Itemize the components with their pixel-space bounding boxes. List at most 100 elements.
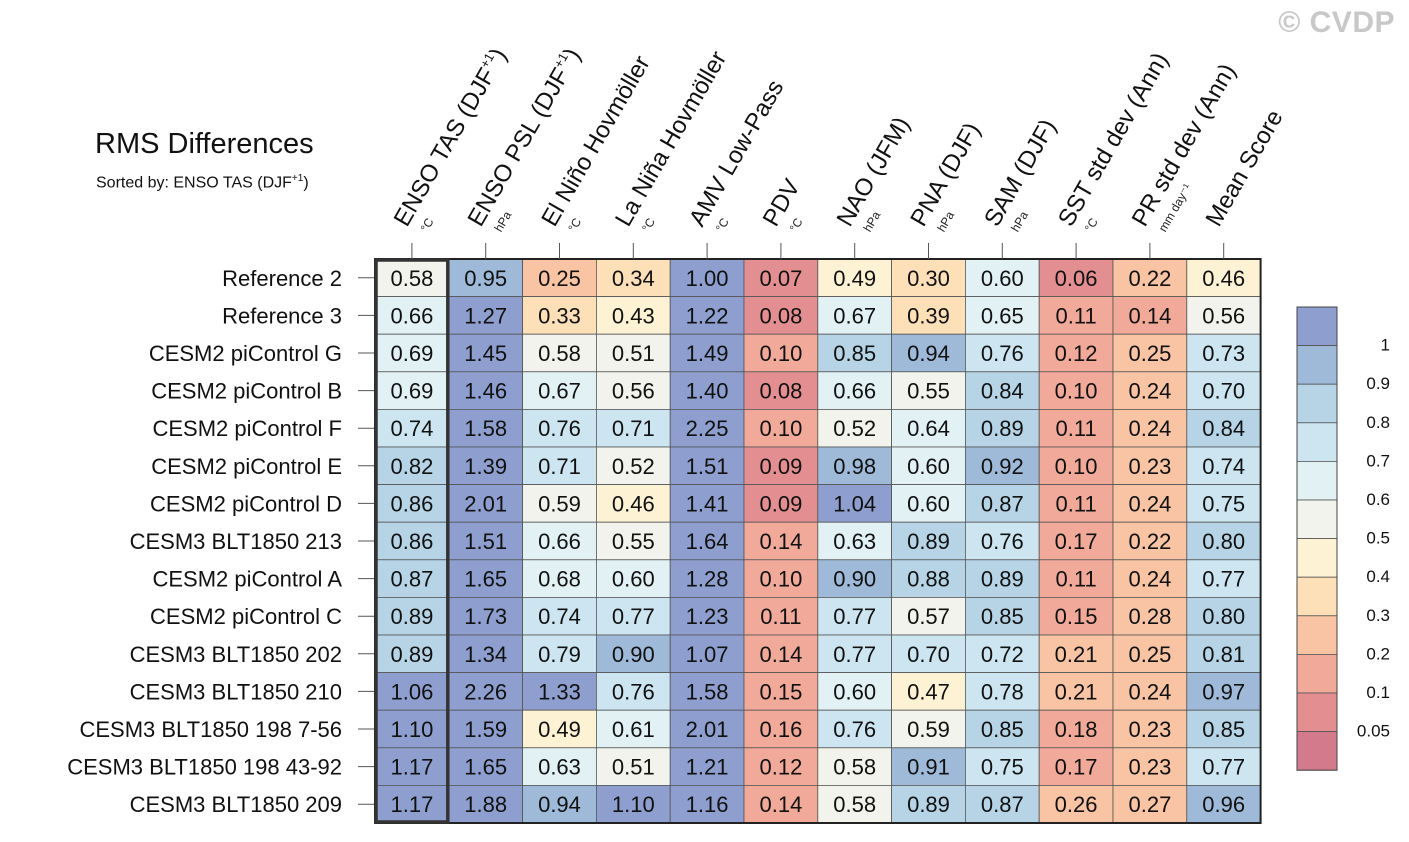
heatmap-cell: [596, 597, 671, 636]
cell-value-label: 0.76: [612, 679, 655, 704]
cell-value-label: 0.12: [1055, 341, 1098, 366]
cell-value-label: 1.27: [464, 303, 507, 328]
heatmap-cell: [1038, 597, 1114, 636]
cell-value-label: 0.49: [833, 266, 876, 291]
cell-value-label: 0.17: [1055, 755, 1098, 780]
cell-value-label: 0.24: [1128, 679, 1171, 704]
column-header: PDV°C: [758, 175, 806, 235]
heatmap-cell: [965, 672, 1040, 711]
cell-value-label: 0.80: [1202, 604, 1245, 629]
heatmap-grid: 0.58 0.95 0.25 0.34 1.00 0.07 0.49 0.30 0.60 0.06…: [374, 258, 1262, 824]
heatmap-cell: [522, 258, 597, 297]
heatmap-cell: [596, 559, 671, 598]
colorbar-segment: [1296, 345, 1338, 385]
cell-value-label: 0.14: [759, 642, 802, 667]
cell-value-label: 0.77: [833, 642, 876, 667]
heatmap-cell: [448, 333, 523, 373]
heatmap-cell: [669, 597, 745, 636]
heatmap-cell: [1112, 672, 1188, 711]
row-label: CESM2 piControl F: [152, 416, 342, 441]
cell-value-label: 0.52: [833, 416, 876, 441]
cell-value-label: 0.39: [907, 303, 950, 328]
heatmap-cell: [743, 446, 819, 485]
heatmap-cell: [1038, 521, 1114, 561]
heatmap-cell: [1038, 634, 1114, 673]
cell-value-label: 1.28: [686, 567, 729, 592]
subtitle-close: ): [303, 174, 309, 192]
cell-value-label: 1.64: [686, 529, 729, 554]
row-label: Reference 3: [222, 303, 342, 328]
cell-value-label: 0.24: [1128, 491, 1171, 516]
heatmap-cell: [965, 709, 1040, 749]
colorbar-frame: [1296, 306, 1338, 771]
heatmap-cell: [669, 521, 745, 561]
heatmap-cell: [743, 521, 819, 561]
cell-value-label: 0.33: [538, 303, 581, 328]
cell-value-label: 0.23: [1128, 755, 1171, 780]
cell-value-label: 0.27: [1128, 792, 1171, 817]
watermark: © CVDP: [1278, 6, 1395, 39]
cell-value-label: 1.88: [464, 792, 507, 817]
cell-value-label: 0.94: [538, 792, 581, 817]
cell-value-label: 0.55: [907, 379, 950, 404]
row-label: CESM2 piControl A: [152, 567, 342, 592]
heatmap-cell: [448, 709, 523, 749]
heatmap-cell: [448, 408, 523, 448]
cell-value-label: 0.24: [1128, 379, 1171, 404]
colorbar-tick-label: 0.5: [1366, 529, 1390, 548]
cell-value-label: 0.17: [1055, 529, 1098, 554]
heatmap-cell: [1112, 408, 1188, 448]
cell-value-label: 1.49: [686, 341, 729, 366]
sort-column-highlight: [374, 258, 450, 824]
cell-value-label: 0.67: [833, 303, 876, 328]
cell-value-label: 0.84: [981, 379, 1024, 404]
heatmap-cell: [891, 785, 966, 824]
cell-value-label: 1.51: [464, 529, 507, 554]
row-label: CESM2 piControl D: [150, 491, 342, 516]
colorbar-tick-label: 0.8: [1366, 413, 1390, 432]
cell-value-label: 0.75: [981, 755, 1024, 780]
heatmap-cell: [891, 258, 966, 297]
column-unit: °C: [639, 215, 658, 234]
cell-value-label: 0.52: [612, 454, 655, 479]
cell-value-label: 0.16: [759, 717, 802, 742]
heatmap-cell: [669, 785, 745, 824]
cell-value-label: 0.66: [390, 303, 433, 328]
heatmap-cell: [522, 446, 597, 485]
cell-value-label: 0.68: [538, 567, 581, 592]
cell-value-label: 2.26: [464, 679, 507, 704]
colorbar-tick-label: 0.05: [1357, 722, 1390, 741]
cell-value-label: 0.58: [833, 792, 876, 817]
cell-value-label: 0.22: [1128, 529, 1171, 554]
cell-value-label: 0.74: [1202, 454, 1245, 479]
heatmap-cell: [1038, 258, 1114, 297]
heatmap-cell: [596, 258, 671, 297]
cell-value-label: 1.73: [464, 604, 507, 629]
cell-value-label: 2.25: [686, 416, 729, 441]
cell-value-label: 0.89: [981, 416, 1024, 441]
heatmap-cell: [1186, 333, 1262, 373]
row-label: CESM3 BLT1850 213: [130, 529, 342, 554]
heatmap-cell: [1038, 747, 1114, 786]
column-header: Mean Score: [1201, 105, 1289, 231]
heatmap-cell: [1112, 371, 1188, 410]
heatmap-cell: [1186, 672, 1262, 711]
row-label: CESM3 BLT1850 198 7-56: [79, 717, 342, 742]
colorbar-segment: [1296, 422, 1338, 462]
cell-value-label: 0.24: [1128, 416, 1171, 441]
cell-value-label: 0.97: [1202, 679, 1245, 704]
heatmap-cell: [891, 747, 966, 786]
heatmap-cell: [743, 634, 819, 673]
cell-value-label: 0.63: [538, 755, 581, 780]
cell-value-label: 1.10: [612, 792, 655, 817]
colorbar-segment: [1296, 654, 1338, 694]
cell-value-label: 1.58: [464, 416, 507, 441]
cell-value-label: 1.33: [538, 679, 581, 704]
cell-value-label: 0.92: [981, 454, 1024, 479]
cell-value-label: 1.17: [390, 755, 433, 780]
cell-value-label: 0.87: [981, 792, 1024, 817]
cell-value-label: 0.89: [907, 529, 950, 554]
cell-value-label: 2.01: [686, 717, 729, 742]
cell-value-label: 0.10: [1055, 454, 1098, 479]
cell-value-label: 0.87: [981, 491, 1024, 516]
